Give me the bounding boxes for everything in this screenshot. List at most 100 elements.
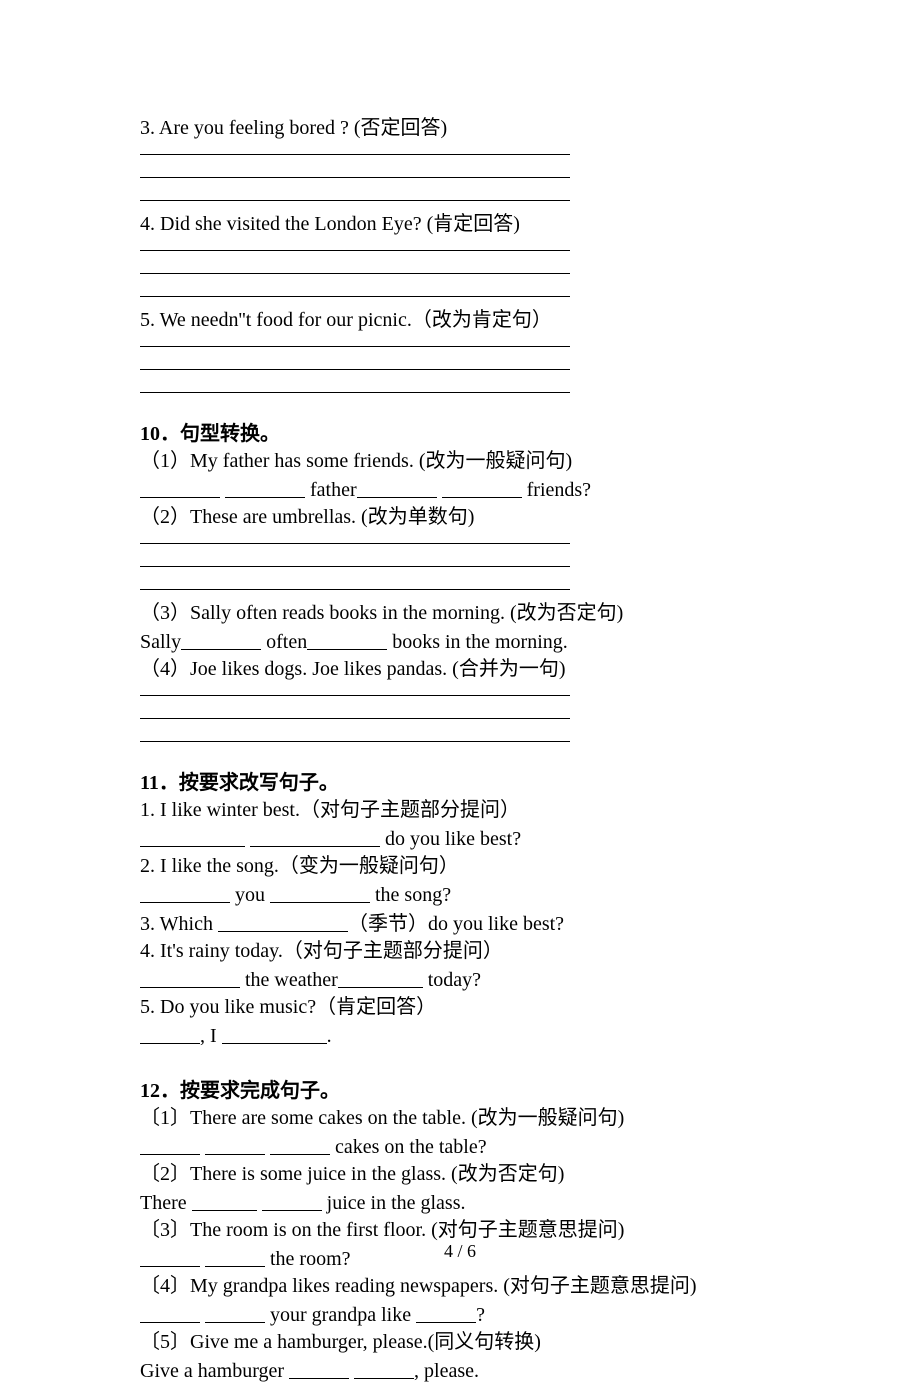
text: Sally	[140, 631, 181, 653]
text: )	[468, 506, 475, 528]
text: 对句子主题意思提问	[510, 1275, 690, 1297]
answer-line[interactable]	[140, 683, 570, 696]
q3-text-b: 否定回答	[360, 117, 440, 139]
text: the song?	[370, 884, 451, 906]
text: Give a hamburger	[140, 1360, 289, 1382]
s10-q3-blanks: Sally often books in the morning.	[140, 627, 780, 656]
text: the weather	[240, 969, 338, 991]
answer-line[interactable]	[140, 554, 570, 567]
fill-blank[interactable]	[192, 1190, 257, 1211]
text: （1）My father has some friends. (	[140, 450, 426, 472]
fill-blank[interactable]	[270, 882, 370, 903]
fill-blank[interactable]	[416, 1302, 476, 1323]
fill-blank[interactable]	[357, 477, 437, 498]
text: )	[617, 602, 624, 624]
fill-blank[interactable]	[442, 477, 522, 498]
text: 改为单数句	[368, 506, 468, 528]
text: , I	[200, 1025, 222, 1047]
s10-q4-answer-lines	[140, 683, 570, 742]
answer-line[interactable]	[140, 238, 570, 251]
fill-blank[interactable]	[140, 1302, 200, 1323]
answer-line[interactable]	[140, 188, 570, 201]
fill-blank[interactable]	[289, 1358, 349, 1379]
answer-line[interactable]	[140, 142, 570, 155]
fill-blank[interactable]	[181, 629, 261, 650]
text: 〔1〕There are some cakes on the table. (	[140, 1107, 478, 1129]
q5-prompt: 5. We needn''t food for our picnic.（改为肯定…	[140, 307, 780, 334]
s12-q1-blanks: cakes on the table?	[140, 1132, 780, 1161]
text: 〔2〕There is some juice in the glass. (	[140, 1163, 458, 1185]
fill-blank[interactable]	[354, 1358, 414, 1379]
text: （4）Joe likes dogs. Joe likes pandas. (	[140, 658, 459, 680]
answer-line[interactable]	[140, 261, 570, 274]
s12-q4-blanks: your grandpa like ?	[140, 1300, 780, 1329]
fill-blank[interactable]	[140, 1134, 200, 1155]
answer-line[interactable]	[140, 165, 570, 178]
s12-q3: 〔3〕The room is on the first floor. (对句子主…	[140, 1217, 780, 1244]
text: There	[140, 1192, 192, 1214]
answer-line[interactable]	[140, 357, 570, 370]
fill-blank[interactable]	[140, 882, 230, 903]
fill-blank[interactable]	[270, 1134, 330, 1155]
fill-blank[interactable]	[140, 967, 240, 988]
section-10-heading: 10．句型转换。	[140, 417, 780, 446]
q4-answer-lines	[140, 238, 570, 297]
answer-line[interactable]	[140, 706, 570, 719]
fill-blank[interactable]	[307, 629, 387, 650]
text: .	[327, 1025, 332, 1047]
fill-blank[interactable]	[225, 477, 305, 498]
fill-blank[interactable]	[140, 1023, 200, 1044]
answer-line[interactable]	[140, 577, 570, 590]
q3-text-c: )	[440, 117, 447, 139]
answer-line[interactable]	[140, 729, 570, 742]
text: 改为否定句	[517, 602, 617, 624]
answer-line[interactable]	[140, 284, 570, 297]
s11-q5-blanks: , I .	[140, 1021, 780, 1050]
text: 改为否定句	[458, 1163, 558, 1185]
text: )	[559, 658, 566, 680]
s11-q1: 1. I like winter best.（对句子主题部分提问）	[140, 797, 780, 824]
s10-q2-answer-lines	[140, 531, 570, 590]
s10-q4: （4）Joe likes dogs. Joe likes pandas. (合并…	[140, 656, 780, 683]
text: today?	[423, 969, 481, 991]
text: )	[566, 450, 573, 472]
text: ?	[476, 1304, 485, 1326]
fill-blank[interactable]	[222, 1023, 327, 1044]
text: juice in the glass.	[322, 1192, 466, 1214]
text: )	[534, 1331, 541, 1353]
text: （3）Sally often reads books in the mornin…	[140, 602, 517, 624]
s11-q2-blanks: you the song?	[140, 880, 780, 909]
s12-q2: 〔2〕There is some juice in the glass. (改为…	[140, 1161, 780, 1188]
text: )	[618, 1219, 625, 1241]
answer-line[interactable]	[140, 334, 570, 347]
text: do you like best?	[380, 828, 521, 850]
worksheet-page: 3. Are you feeling bored ? (否定回答) 4. Did…	[0, 0, 920, 1302]
section-12-heading: 12．按要求完成句子。	[140, 1074, 780, 1103]
text: （季节）do you like best?	[348, 913, 564, 935]
fill-blank[interactable]	[250, 826, 380, 847]
text: your grandpa like	[265, 1304, 416, 1326]
fill-blank[interactable]	[205, 1302, 265, 1323]
text: 合并为一句	[459, 658, 559, 680]
answer-line[interactable]	[140, 531, 570, 544]
text: father	[305, 479, 357, 501]
text: 改为一般疑问句	[478, 1107, 618, 1129]
s10-q3: （3）Sally often reads books in the mornin…	[140, 600, 780, 627]
s11-q2: 2. I like the song.（变为一般疑问句）	[140, 853, 780, 880]
text: 改为一般疑问句	[426, 450, 566, 472]
answer-line[interactable]	[140, 380, 570, 393]
text: 同义句转换	[434, 1331, 534, 1353]
text: 3. Which	[140, 913, 218, 935]
text: （2）These are umbrellas. (	[140, 506, 368, 528]
fill-blank[interactable]	[338, 967, 423, 988]
s11-q3: 3. Which （季节）do you like best?	[140, 909, 780, 938]
fill-blank[interactable]	[140, 477, 220, 498]
fill-blank[interactable]	[205, 1134, 265, 1155]
section-11-heading: 11．按要求改写句子。	[140, 766, 780, 795]
s12-q4: 〔4〕My grandpa likes reading newspapers. …	[140, 1273, 780, 1300]
text: )	[690, 1275, 697, 1297]
fill-blank[interactable]	[262, 1190, 322, 1211]
text: )	[618, 1107, 625, 1129]
fill-blank[interactable]	[140, 826, 245, 847]
fill-blank[interactable]	[218, 911, 348, 932]
